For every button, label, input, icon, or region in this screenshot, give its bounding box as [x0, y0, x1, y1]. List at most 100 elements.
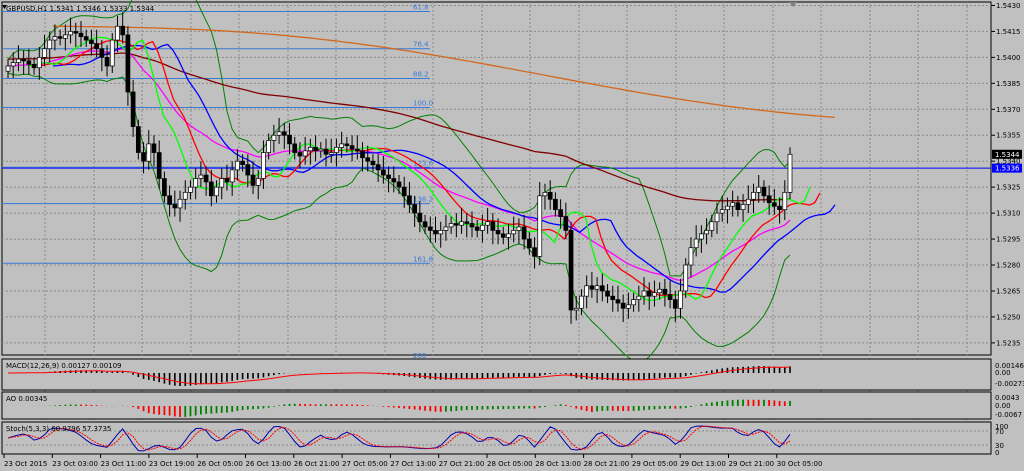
candle-body — [782, 191, 788, 210]
candle-body — [547, 191, 553, 200]
candle-body — [255, 178, 261, 186]
stoch-scale-70: 70 — [995, 428, 1004, 436]
svg-text:1.5344: 1.5344 — [995, 151, 1020, 159]
price-tick-label: 1.5250 — [996, 313, 1021, 321]
price-tick-label: 1.5310 — [996, 210, 1021, 218]
candle-body — [469, 223, 475, 228]
candle-body — [672, 299, 678, 309]
candle-body — [787, 153, 793, 193]
time-tick-label: 28 Oct 21:00 — [584, 460, 630, 468]
ma-maroon-line — [7, 52, 791, 202]
fib-level-label: 200 — [413, 352, 426, 360]
candle-body — [156, 152, 162, 179]
candle-body — [104, 57, 110, 67]
candle-body — [115, 25, 120, 41]
bollinger-upper — [7, 0, 791, 277]
candle-body — [662, 288, 668, 295]
candle-body — [52, 36, 58, 41]
candle-body — [276, 131, 282, 136]
time-tick-label: 27 Oct 21:00 — [439, 460, 485, 468]
price-tick-label: 1.5370 — [996, 106, 1021, 114]
candle-body — [26, 60, 32, 65]
time-tick-label: 28 Oct 05:00 — [487, 460, 533, 468]
time-tick-label: 29 Oct 13:00 — [680, 460, 726, 468]
candle-body — [94, 43, 99, 50]
candle-body — [573, 307, 579, 311]
candle-body — [422, 221, 428, 228]
price-tick-label: 1.5235 — [996, 339, 1021, 347]
ao-histogram — [33, 399, 791, 417]
candle-body — [391, 178, 397, 183]
candle-body — [162, 178, 167, 197]
stoch-signal-line — [7, 425, 791, 451]
ma-blue-line — [52, 43, 836, 293]
candle-body — [459, 221, 464, 226]
candle-body — [297, 152, 303, 157]
candle-body — [453, 223, 459, 226]
price-tick-label: 1.5340 — [996, 158, 1021, 166]
candle-body — [532, 247, 537, 257]
price-tick-label: 1.5265 — [996, 287, 1021, 295]
candle-body — [683, 264, 689, 292]
ao-scale-top: 0.0043 — [995, 394, 1020, 402]
candle-body — [594, 285, 600, 290]
candle-body — [287, 134, 292, 145]
candle-body — [500, 233, 506, 238]
candle-body — [490, 221, 496, 231]
macd-pane[interactable]: MACD(12,26,9) 0.00127 0.00109 0.00146 0.… — [1, 358, 1024, 391]
candle-body — [542, 191, 548, 197]
candle-body — [308, 147, 313, 152]
candle-body — [417, 212, 423, 223]
candle-body — [193, 178, 199, 188]
candle-body — [36, 57, 42, 69]
candle-body — [464, 221, 470, 224]
candle-body — [250, 174, 256, 186]
candle-body — [646, 290, 652, 297]
candle-body — [521, 226, 527, 240]
candle-body — [188, 186, 193, 193]
macd-signal-line — [8, 366, 791, 385]
candle-body — [511, 230, 517, 235]
candle-body — [245, 164, 251, 176]
candle-body — [261, 152, 266, 179]
fib-level-label: 138.2 — [413, 196, 433, 204]
candle-body — [693, 238, 699, 249]
candle-body — [344, 143, 350, 146]
candle-body — [68, 31, 73, 36]
candle-body — [386, 174, 391, 179]
time-tick-label: 23 Oct 03:00 — [52, 460, 98, 468]
candle-body — [328, 152, 334, 155]
candle-body — [553, 198, 558, 210]
time-tick-label: 23 Oct 11:00 — [101, 460, 147, 468]
candle-body — [652, 292, 657, 297]
candle-body — [370, 160, 376, 166]
candle-body — [537, 195, 543, 257]
macd-title: MACD(12,26,9) 0.00127 0.00109 — [6, 362, 122, 370]
stoch-scale-30: 30 — [995, 442, 1004, 450]
candle-body — [678, 290, 683, 309]
ao-pane[interactable]: AO 0.00345 0.0043 0.00 -0.0067 — [1, 391, 1022, 420]
stoch-scale-100: 100 — [995, 423, 1008, 431]
candle-body — [141, 152, 146, 162]
candle-body — [109, 39, 115, 67]
candle-body — [302, 150, 308, 157]
candle-body — [610, 295, 616, 300]
candle-body — [42, 48, 47, 58]
chart-shift-marker-icon[interactable] — [789, 2, 797, 7]
candle-body — [740, 204, 746, 210]
time-tick-label: 26 Oct 05:00 — [197, 460, 243, 468]
macd-scale-bottom: -0.00273 — [995, 380, 1024, 388]
candle-body — [208, 181, 214, 197]
chart-title: GBPUSD,H1 1.5341 1.5346 1.5333 1.5344 — [6, 5, 155, 13]
ao-scale-bottom: -0.0067 — [995, 411, 1022, 419]
candle-body — [31, 63, 37, 69]
moving-averages — [7, 25, 836, 301]
candle-body — [745, 198, 751, 205]
fib-level-label: 100.0 — [413, 100, 433, 108]
stoch-pane[interactable]: Stoch(5,3,3) 60.9796 57.3735 100 70 30 0 — [1, 421, 1008, 457]
candle-body — [433, 230, 438, 235]
main-pane[interactable]: 61.8 76.4 88.2 100.0 123.6 138.2 161.8 200 GBPU… — [1, 0, 992, 454]
candle-body — [777, 205, 782, 210]
time-tick-label: 29 Oct 21:00 — [729, 460, 775, 468]
